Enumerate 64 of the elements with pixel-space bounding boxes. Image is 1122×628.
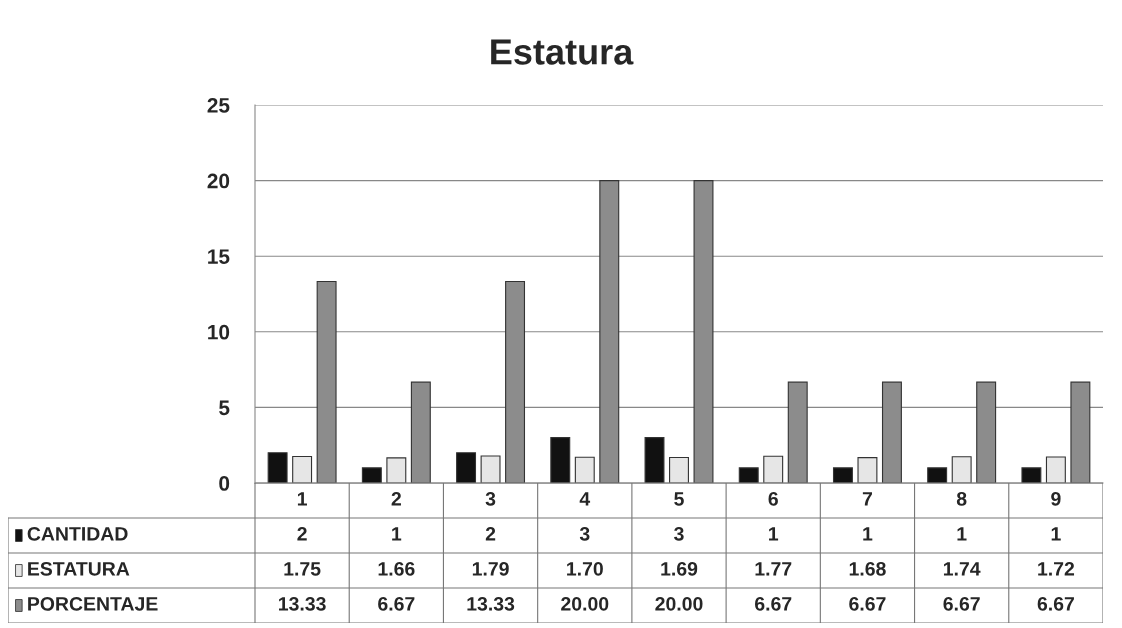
data-label: 13.33 [279,596,326,611]
data-label: 1 [392,527,402,541]
data-label: 1 [863,527,873,541]
bar [1045,456,1066,483]
data-label: 6.67 [755,596,792,611]
bar [480,455,501,483]
x-tick-label: 4 [579,492,591,506]
data-label: 6.67 [1037,596,1074,611]
x-tick-label: 6 [768,491,778,506]
data-label: 2 [297,526,307,541]
y-tick-label: 5 [219,400,230,416]
bar [386,457,407,483]
data-label: 1 [1051,527,1061,541]
data-label: 1.66 [378,561,415,576]
bar [857,457,878,483]
bar [574,456,595,483]
bar [361,467,382,483]
bar [644,437,665,483]
x-tick-label: 5 [674,492,684,506]
bar [292,455,313,483]
y-tick-label: 10 [208,324,230,340]
bar [550,437,571,483]
bar [669,456,689,483]
bar [738,467,759,483]
data-label: 1.77 [755,562,792,576]
x-tick-label: 7 [862,492,872,506]
y-tick-label: 25 [207,98,230,113]
bar [927,467,948,483]
data-label: 3 [579,526,590,541]
bar [832,467,853,483]
data-label: 6.67 [378,596,415,611]
data-label: 20.00 [561,596,609,611]
bar [763,455,784,483]
legend-label: ESTATURA [28,561,130,576]
data-label: 6.67 [849,596,886,611]
legend-label: PORCENTAJE [28,596,158,611]
bar [1021,467,1042,483]
data-label: 2 [485,526,496,541]
y-tick-label: 0 [219,476,230,491]
bar [267,452,288,483]
data-label: 1.74 [943,562,981,576]
x-tick-label: 9 [1051,491,1061,506]
x-tick-label: 2 [391,491,401,506]
data-label: 1.69 [661,561,698,576]
data-label: 20.00 [655,596,703,611]
data-label: 1 [769,527,779,541]
bar [456,452,477,483]
x-tick-label: 1 [297,492,307,506]
bar [951,456,972,483]
legend-label: CANTIDAD [27,526,128,541]
data-label: 1.70 [567,561,603,576]
data-label: 1.79 [472,561,509,576]
x-tick-label: 8 [956,491,967,506]
x-tick-label: 3 [485,491,496,506]
data-label: 1.75 [284,562,321,576]
y-tick-label: 15 [208,249,230,264]
data-label: 3 [674,526,684,541]
data-label: 6.67 [943,596,980,611]
data-label: 1 [957,527,967,541]
y-tick-label: 20 [207,173,230,189]
data-label: 1.72 [1038,561,1075,576]
data-label: 13.33 [467,596,515,611]
chart-title: Estatura [491,39,634,65]
data-label: 1.68 [849,561,886,576]
